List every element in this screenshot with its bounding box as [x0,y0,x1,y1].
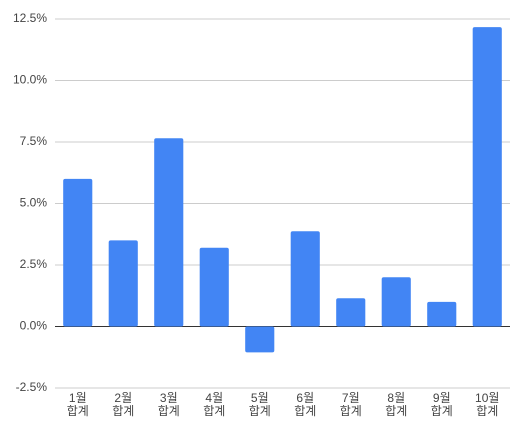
bar [427,301,457,327]
bar [199,247,229,327]
x-tick-label: 4월 합계 [203,391,226,418]
x-tick-label: 5월 합계 [248,391,271,418]
bar [381,277,411,327]
bar [108,240,138,327]
y-tick-label: 5.0% [20,196,48,210]
bar [336,298,366,327]
bar [290,231,320,327]
bar [63,178,93,327]
x-tick-label: 6월 합계 [294,391,317,418]
x-tick-label: 2월 합계 [112,391,135,418]
bar [245,326,275,353]
x-tick-label: 1월 합계 [66,391,89,418]
x-tick-label: 3월 합계 [157,391,180,418]
x-tick-label: 7월 합계 [339,391,362,418]
x-tick-label: 9월 합계 [430,391,453,418]
y-tick-label: 10.0% [13,73,47,87]
y-tick-label: 7.5% [20,134,48,148]
bar [154,138,184,327]
x-tick-label: 8월 합계 [385,391,408,418]
bar [472,27,502,327]
y-tick-label: -2.5% [16,380,48,394]
y-tick-label: 2.5% [20,257,48,271]
y-tick-label: 0.0% [20,319,48,333]
x-tick-label: 10월 합계 [475,391,500,418]
y-tick-label: 12.5% [13,11,47,25]
